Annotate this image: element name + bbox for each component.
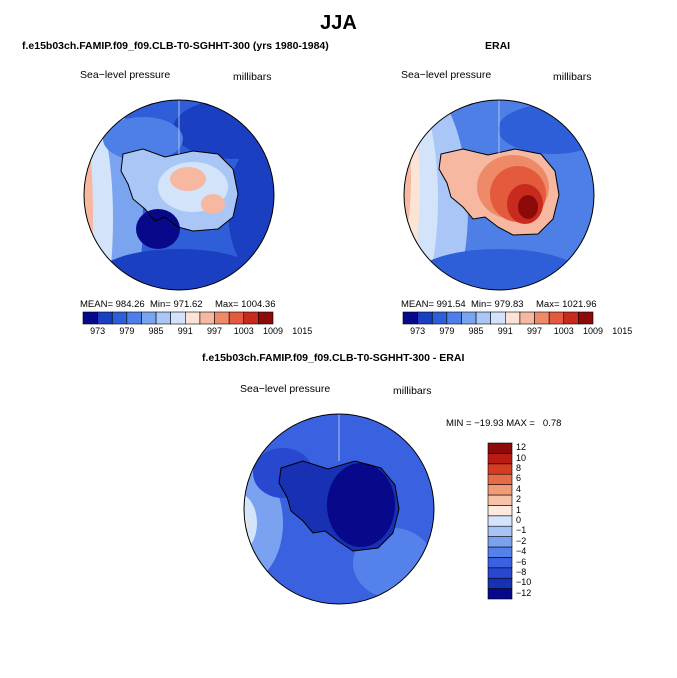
diff-colorbar-swatch (487, 588, 513, 600)
model-colorbar (82, 311, 274, 325)
diff-colorbar-tick-label: 2 (516, 494, 522, 505)
diff-colorbar-swatch (487, 536, 513, 548)
model-colorbar-labels: 973 979 985 991 997 1003 1009 1015 (83, 326, 312, 338)
obs-units-label: millibars (553, 71, 592, 83)
diff-colorbar (487, 442, 513, 600)
model-colorbar-tick-label: 973 (90, 326, 106, 336)
obs-colorbar-tick-label: 1009 (582, 326, 604, 336)
model-field-label: Sea−level pressure (80, 69, 171, 81)
diff-colorbar-swatch (487, 557, 513, 569)
diff-colorbar-tick-label: 10 (516, 452, 527, 463)
model-colorbar-swatch (97, 311, 113, 325)
model-colorbar-swatch (228, 311, 245, 325)
obs-colorbar-tick-label: 991 (497, 326, 513, 336)
model-colorbar-tick-label: 1009 (262, 326, 284, 336)
obs-colorbar-swatch (431, 311, 448, 325)
obs-colorbar-swatch (578, 311, 594, 325)
model-colorbar-tick-label: 991 (177, 326, 193, 336)
diff-colorbar-swatch (487, 567, 513, 579)
diff-colorbar-tick-label: 1 (516, 504, 522, 515)
obs-field-label: Sea−level pressure (401, 69, 492, 81)
diff-polar-map (243, 413, 435, 605)
diff-colorbar-swatch (487, 577, 513, 589)
obs-colorbar-tick-label: 997 (527, 326, 543, 336)
model-panel-title: f.e15b03ch.FAMIP.f09_f09.CLB-T0-SGHHT-30… (22, 40, 329, 52)
obs-min: Min= 979.83 (471, 299, 524, 310)
model-colorbar-swatch (243, 311, 259, 325)
diff-min-max: MIN = −19.93 MAX = 0.78 (446, 418, 562, 429)
model-colorbar-tick-label: 979 (119, 326, 135, 336)
diff-colorbar-swatch (487, 484, 513, 496)
diff-colorbar-tick-label: −12 (516, 587, 532, 598)
diff-colorbar-swatch (487, 525, 513, 537)
model-colorbar-swatch (170, 311, 186, 325)
diff-colorbar-tick-label: −2 (516, 535, 527, 546)
obs-colorbar-tick-label: 985 (468, 326, 484, 336)
model-colorbar-tick-label: 985 (148, 326, 164, 336)
figure-title: JJA (320, 12, 357, 34)
diff-colorbar-tick-label: 6 (516, 473, 522, 484)
obs-colorbar (402, 311, 594, 325)
obs-colorbar-swatch (417, 311, 433, 325)
diff-colorbar-tick-label: 0 (516, 515, 522, 525)
diff-colorbar-tick-label: −6 (516, 556, 527, 567)
model-colorbar-swatch (155, 311, 171, 325)
diff-colorbar-tick-label: 8 (516, 463, 522, 473)
diff-colorbar-tick-label: −4 (516, 546, 527, 557)
diff-colorbar-labels: 12 10 8 6 4 2 1 0 −1 −2 −4 −6 −8 −10 −12 (516, 442, 556, 599)
obs-colorbar-swatch (563, 311, 579, 325)
obs-colorbar-swatch (519, 311, 535, 325)
obs-colorbar-tick-label: 979 (439, 326, 455, 336)
model-max: Max= 1004.36 (215, 299, 276, 310)
obs-colorbar-labels: 973 979 985 991 997 1003 1009 1015 (403, 326, 632, 338)
diff-colorbar-swatch (487, 505, 513, 517)
model-colorbar-swatch (141, 311, 157, 325)
diff-field-label: Sea−level pressure (240, 383, 331, 395)
diff-units-label: millibars (393, 385, 432, 397)
diff-colorbar-swatch (487, 473, 513, 485)
obs-panel-title: ERAI (485, 40, 511, 52)
model-colorbar-swatch (126, 311, 142, 325)
diff-colorbar-swatch (487, 546, 513, 558)
model-colorbar-tick-label: 1015 (292, 326, 313, 336)
model-units-label: millibars (233, 71, 272, 83)
obs-colorbar-swatch (490, 311, 506, 325)
diff-colorbar-swatch (487, 442, 513, 454)
diff-colorbar-swatch (487, 453, 513, 465)
model-mean: MEAN= 984.26 (80, 299, 145, 310)
model-min: Min= 971.62 (150, 299, 203, 310)
obs-max: Max= 1021.96 (536, 299, 597, 310)
obs-colorbar-swatch (461, 311, 477, 325)
model-colorbar-swatch (82, 311, 98, 325)
obs-colorbar-tick-label: 973 (410, 326, 426, 336)
diff-colorbar-tick-label: 12 (516, 442, 527, 453)
model-colorbar-swatch (214, 311, 230, 325)
diff-colorbar-tick-label: −8 (516, 567, 527, 577)
model-colorbar-swatch (258, 311, 274, 325)
obs-colorbar-swatch (446, 311, 462, 325)
obs-colorbar-swatch (534, 311, 550, 325)
model-colorbar-tick-label: 997 (207, 326, 223, 336)
obs-colorbar-swatch (402, 311, 418, 325)
diff-colorbar-swatch (487, 494, 513, 506)
model-colorbar-swatch (199, 311, 215, 325)
model-polar-map (83, 99, 275, 291)
model-colorbar-tick-label: 1003 (233, 326, 254, 336)
diff-colorbar-tick-label: 4 (516, 483, 522, 494)
obs-colorbar-swatch (475, 311, 491, 325)
obs-mean: MEAN= 991.54 (401, 299, 466, 310)
model-colorbar-swatch (185, 311, 201, 325)
diff-colorbar-swatch (487, 463, 513, 475)
obs-colorbar-swatch (548, 311, 565, 325)
obs-polar-map (403, 99, 595, 291)
obs-colorbar-tick-label: 1015 (612, 326, 633, 336)
diff-colorbar-tick-label: −10 (516, 577, 532, 588)
diff-panel-title: f.e15b03ch.FAMIP.f09_f09.CLB-T0-SGHHT-30… (202, 352, 465, 364)
obs-colorbar-swatch (505, 311, 521, 325)
model-colorbar-swatch (111, 311, 128, 325)
diff-colorbar-swatch (487, 515, 513, 527)
diff-colorbar-tick-label: −1 (516, 525, 527, 536)
obs-colorbar-tick-label: 1003 (553, 326, 574, 336)
